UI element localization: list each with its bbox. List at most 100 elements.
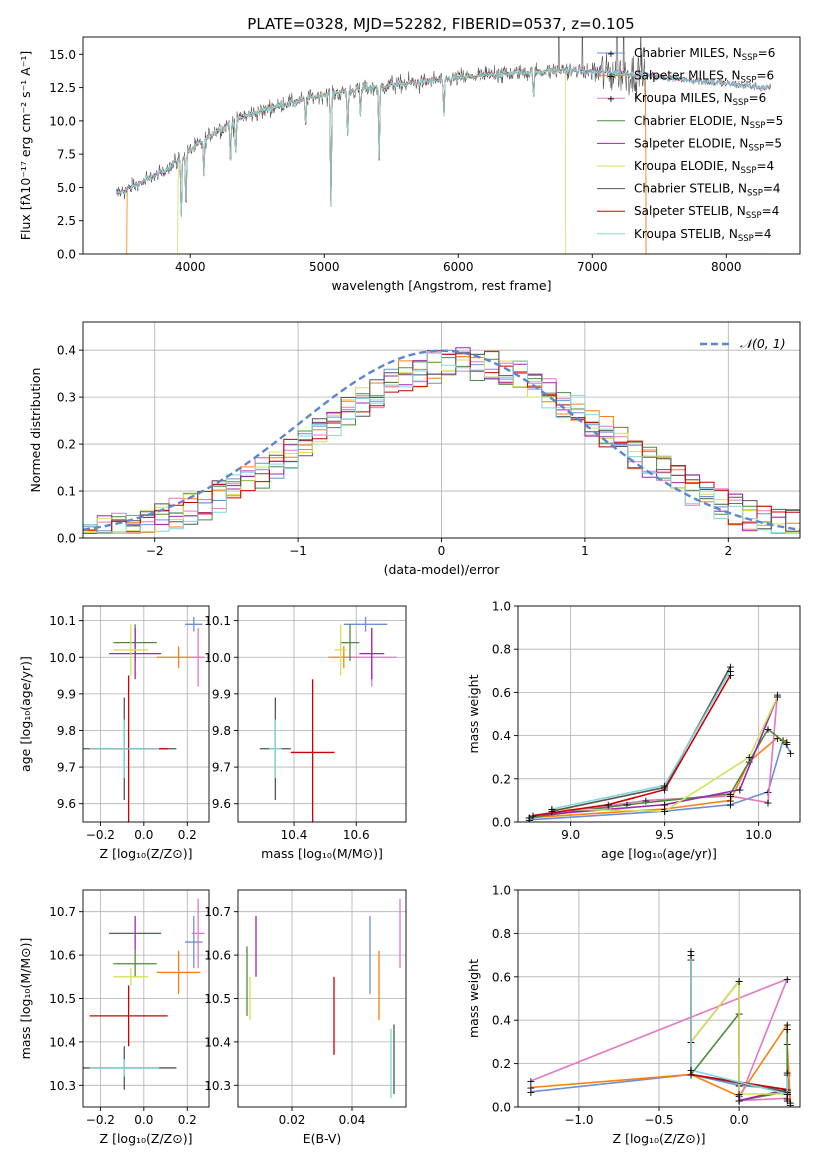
weight-marker: + — [783, 973, 792, 986]
y-tick-label: 0.0 — [492, 1101, 511, 1115]
legend-label-main: Kroupa MILES, N — [634, 91, 733, 105]
weight-marker: + — [782, 738, 791, 751]
legend-label-main: Salpeter STELIB, N — [634, 204, 746, 218]
weight-marker: + — [786, 1099, 795, 1112]
weight-marker: + — [783, 1023, 792, 1036]
spectrum-legend: + Chabrier MILES, NSSP=6+ Salpeter MILES, … — [597, 46, 783, 244]
y-tick-label: 0.2 — [492, 772, 511, 786]
weight-marker: + — [773, 689, 782, 702]
y-tick-label: 0.8 — [492, 643, 511, 657]
weight-marker: + — [786, 1097, 795, 1110]
y-tick-label: 0.2 — [57, 438, 76, 452]
weight-marker: + — [660, 784, 669, 797]
x-tick-label: 0.02 — [279, 1113, 306, 1127]
weight-marker: + — [660, 799, 669, 812]
weight-marker: + — [641, 794, 650, 807]
legend-label-main: Salpeter MILES, N — [634, 69, 741, 83]
weight-marker: + — [773, 732, 782, 745]
legend-label-suffix: =6 — [749, 91, 767, 105]
weight-marker: + — [735, 1094, 744, 1107]
weight-marker: + — [686, 949, 695, 962]
y-axis-label: Flux [fλ10⁻¹⁷ erg cm⁻² s⁻¹ A⁻¹] — [18, 51, 33, 240]
grid — [238, 606, 406, 822]
y-tick-label: 10.3 — [49, 1079, 76, 1093]
weight-line — [532, 674, 732, 817]
y-tick-label: 1.0 — [492, 600, 511, 614]
weight-marker: + — [660, 779, 669, 792]
x-tick-label: 10.6 — [343, 828, 370, 842]
x-axis-label: (data-model)/error — [384, 562, 501, 577]
y-tick-label: 9.9 — [212, 687, 231, 701]
legend-label: Salpeter MILES, NSSP=6 — [634, 69, 774, 86]
legend-label-main: Chabrier ELODIE, N — [634, 114, 750, 128]
weight-marker: + — [763, 797, 772, 810]
x-axis-label: Z [log₁₀(Z/Z⊙)] — [100, 846, 193, 861]
y-tick-label: 10.1 — [49, 614, 76, 628]
weight-line — [530, 977, 789, 1102]
x-axis-label: Z [log₁₀(Z/Z⊙)] — [100, 1131, 193, 1146]
legend-label-sub: SSP — [747, 189, 763, 199]
weight-marker: + — [726, 665, 735, 678]
y-axis-label: Normed distribution — [28, 368, 43, 493]
legend-label-main: Chabrier MILES, N — [634, 46, 742, 60]
weight-line — [551, 666, 732, 812]
y-tick-label: 0.0 — [57, 532, 76, 546]
weight-marker: + — [763, 786, 772, 799]
axes-frame — [237, 605, 407, 823]
legend-label-main: Salpeter ELODIE, N — [634, 136, 748, 150]
x-tick-label: 10.0 — [745, 828, 772, 842]
weight-marker: + — [735, 975, 744, 988]
weight-marker: + — [735, 1088, 744, 1101]
x-tick-label: 5000 — [309, 260, 340, 274]
weight-marker: + — [726, 660, 735, 673]
axes-frame — [82, 605, 210, 823]
legend-label-suffix: =6 — [758, 46, 776, 60]
plot-area-age_vs_Z — [83, 616, 205, 822]
legend-label-suffix: =4 — [754, 227, 772, 241]
legend-label-sub: SSP — [733, 98, 749, 108]
weight-marker: + — [526, 1086, 535, 1099]
y-tick-label: 10.4 — [49, 1035, 76, 1049]
x-axis-label: age [log₁₀(age/yr)] — [601, 846, 717, 861]
legend-label-sub: SSP — [750, 121, 766, 131]
weight-marker: + — [745, 751, 754, 764]
panel-age_vs_Z: −0.2 0.0 0.2 9.6 9.7 9.8 9.9 10.0 10.1 Z [log₁₀(Z… — [18, 605, 210, 861]
x-tick-label: 10.4 — [281, 828, 308, 842]
weight-marker: + — [735, 784, 744, 797]
legend-marker: + — [607, 49, 615, 60]
weight-line — [551, 670, 732, 810]
weight-line — [690, 978, 788, 1095]
panel-mass_vs_Z: −0.2 0.0 0.2 10.3 10.4 10.5 10.6 10.7 Z [log₁₀(Z… — [18, 889, 210, 1146]
weight-marker: + — [726, 788, 735, 801]
y-tick-label: 9.7 — [212, 761, 231, 775]
legend-label-sub: SSP — [748, 143, 764, 153]
x-tick-label: 0.0 — [134, 828, 153, 842]
weight-marker: + — [726, 794, 735, 807]
y-tick-label: 15.0 — [49, 48, 76, 62]
y-tick-label: 9.7 — [57, 761, 76, 775]
y-tick-label: 0.6 — [492, 970, 511, 984]
weight-marker: + — [547, 803, 556, 816]
weight-marker: + — [526, 1075, 535, 1088]
weight-marker: + — [726, 790, 735, 803]
legend-label-main: Chabrier STELIB, N — [634, 182, 747, 196]
legend-label: Kroupa MILES, NSSP=6 — [634, 91, 766, 108]
weight-marker: + — [783, 1066, 792, 1079]
weight-marker: + — [528, 810, 537, 823]
plot-area-mass_vs_ebv — [246, 898, 401, 1099]
y-tick-label: 10.6 — [49, 949, 76, 963]
y-tick-label: 0.2 — [492, 1057, 511, 1071]
panel-spectrum: 4000 5000 6000 7000 8000 0.0 2.5 5.0 7.5 10.0 12.5… — [18, 36, 801, 293]
legend-label: Chabrier ELODIE, NSSP=5 — [634, 114, 783, 131]
axes-frame — [517, 605, 801, 823]
weight-marker: + — [525, 814, 534, 827]
x-tick-label: 8000 — [711, 260, 742, 274]
weight-line — [551, 696, 779, 813]
x-tick-label: −1 — [289, 544, 307, 558]
weight-marker: + — [622, 799, 631, 812]
y-tick-label: 9.8 — [57, 724, 76, 738]
y-axis-label: mass weight — [466, 959, 481, 1038]
legend-label-suffix: =6 — [756, 69, 774, 83]
grid — [83, 606, 209, 822]
